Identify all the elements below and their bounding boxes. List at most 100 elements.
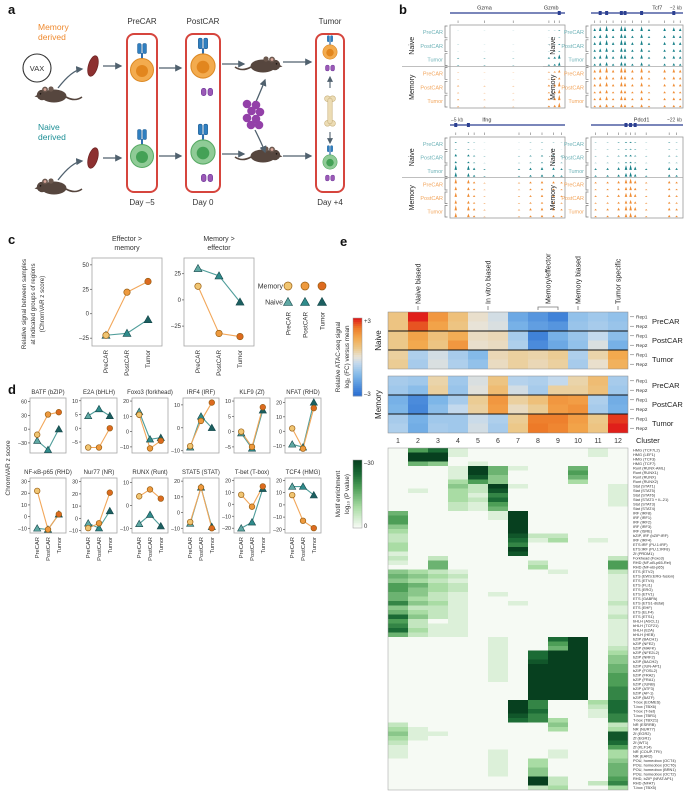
motif-heatmap-cell [408,691,428,696]
motif-heatmap-cell [468,641,488,646]
memory-marker [106,489,113,496]
condition-label: PreCAR [423,182,443,188]
x-tick-label: Tumor [57,537,63,554]
motif-heatmap-cell [588,623,608,628]
panel-label-e: e [340,234,348,249]
motif-heatmap-cell [528,614,548,619]
motif-heatmap-cell [548,533,568,538]
motif-row-label: bZIP (MAFK) [633,646,656,651]
motif-heatmap-cell [508,709,528,714]
motif-heatmap-cell [468,763,488,768]
motif-heatmap-cell [468,691,488,696]
motif-heatmap-cell [408,596,428,601]
motif-heatmap-cell [568,785,588,790]
atac-heatmap-cell [528,331,548,341]
motif-heatmap-cell [428,673,448,678]
motif-row-label: ETS (EHF) [633,605,653,610]
motif-heatmap-cell [548,655,568,660]
motif-heatmap-cell [588,461,608,466]
x-tick-label: PostCAR [97,537,103,561]
motif-heatmap-cell [468,475,488,480]
atac-heatmap-cell [448,350,468,360]
motif-heatmap-cell [508,524,528,529]
motif-heatmap-cell [428,650,448,655]
motif-heatmap-cell [468,466,488,471]
motif-heatmap-cell [588,763,608,768]
motif-heatmap-cell [608,686,628,691]
motif-heatmap-cell [488,556,508,561]
motif-heatmap-cell [588,700,608,705]
motif-heatmap-cell [428,632,448,637]
y-tick-label: 0 [24,515,27,521]
motif-heatmap-cell [448,713,468,718]
motif-heatmap-cell [488,587,508,592]
motif-row-label: IRF (IRF3) [633,524,652,529]
motif-heatmap-cell [448,673,468,678]
memory-marker [157,495,164,502]
c-plot-title: memory [114,245,140,252]
motif-heatmap-cell [388,592,408,597]
y-tick-label: –10 [120,526,129,532]
motif-heatmap-cell [488,592,508,597]
motif-heatmap-cell [528,772,548,777]
arrow [254,129,267,154]
motif-heatmap-cell [488,538,508,543]
motif-heatmap-cell [488,776,508,781]
atac-heatmap-cell [448,359,468,369]
x-tick-label: Tumor [261,537,267,554]
motif-heatmap-cell [548,506,568,511]
motif-heatmap-cell [608,785,628,790]
motif-heatmap-cell [608,466,628,471]
motif-heatmap-cell [568,520,588,525]
motif-row-label: bZIP (BACH2) [633,659,658,664]
naive-marker [94,523,104,532]
atac-heatmap-cell [388,321,408,331]
motif-heatmap-cell [448,641,468,646]
atac-heatmap-cell [408,331,428,341]
motif-heatmap-cell [548,461,568,466]
atac-signal-track [591,103,683,108]
motif-heatmap-cell [568,677,588,682]
motif-heatmap-cell [568,583,588,588]
motif-heatmap-cell [588,646,608,651]
replicate-bracket [585,178,589,191]
motif-heatmap-cell [468,578,488,583]
motif-heatmap-cell [448,511,468,516]
motif-heatmap-cell [588,767,608,772]
atac-heatmap-cell [528,385,548,395]
motif-heatmap-cell [408,565,428,570]
motif-heatmap-cell [408,502,428,507]
motif-heatmap-cell [488,601,508,606]
motif-heatmap-cell [448,538,468,543]
motif-heatmap-cell [528,565,548,570]
motif-heatmap-cell [468,497,488,502]
memory-marker [310,404,317,412]
motif-heatmap-cell [448,466,468,471]
motif-heatmap-cell [428,511,448,516]
motif-heatmap-cell [528,727,548,732]
motif-heatmap-cell [568,511,588,516]
motif-heatmap-cell [588,722,608,727]
x-tick-label: PreCAR [188,537,194,558]
memory-marker [259,483,266,490]
condition-label: Tumor [568,209,584,215]
motif-heatmap-cell [408,673,428,678]
motif-heatmap-cell [448,587,468,592]
motif-heatmap-cell [528,704,548,709]
motif-heatmap-cell [608,542,628,547]
motif-heatmap-cell [548,470,568,475]
motif-heatmap-cell [428,637,448,642]
motif-heatmap-cell [468,520,488,525]
motif-heatmap-cell [468,529,488,534]
motif-heatmap-cell [388,772,408,777]
atac-heatmap-cell [448,376,468,386]
motif-heatmap-cell [608,740,628,745]
legend-naive-marker [299,296,311,306]
motif-heatmap-cell [548,659,568,664]
condition-label: PostCAR [420,44,443,50]
motif-heatmap-cell [448,637,468,642]
motif-heatmap-cell [428,565,448,570]
atac-heatmap-cell [408,385,428,395]
y-tick-label: 25 [82,287,89,293]
motif-heatmap-cell [408,547,428,552]
